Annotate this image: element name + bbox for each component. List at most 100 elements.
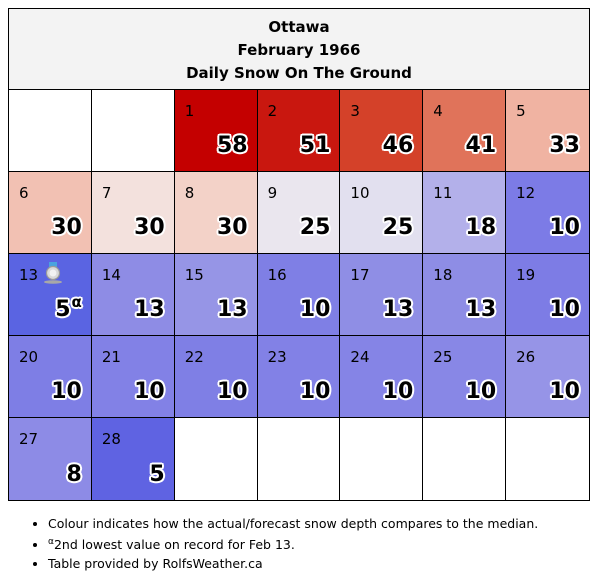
empty-cell <box>9 90 92 172</box>
city-title: Ottawa <box>268 18 330 36</box>
snow-depth-value: 8 <box>66 462 82 487</box>
empty-cell <box>174 418 258 500</box>
period-title: February 1966 <box>237 41 361 59</box>
snow-depth-value: 18 <box>465 215 497 240</box>
empty-cell <box>506 418 589 500</box>
day-number: 2 <box>267 102 278 120</box>
day-cell-2: 2 51 <box>257 90 341 172</box>
note-colour: Colour indicates how the actual/forecast… <box>48 514 538 533</box>
snow-depth-value: 10 <box>549 215 580 240</box>
day-cell-28: 28 5 <box>91 418 175 500</box>
day-number: 21 <box>101 348 121 366</box>
day-number: 24 <box>350 348 370 366</box>
snow-depth-value: 10 <box>465 379 497 404</box>
day-number: 7 <box>101 184 112 202</box>
day-number: 10 <box>350 184 370 202</box>
snow-depth-value: 13 <box>465 297 497 322</box>
day-cell-3: 3 46 <box>340 90 424 172</box>
snow-depth-value: 30 <box>216 215 248 240</box>
day-cell-11: 11 18 <box>423 172 507 254</box>
snow-depth-value: 58 <box>216 133 248 158</box>
snow-depth-value: 30 <box>51 215 82 240</box>
day-number: 12 <box>516 184 536 202</box>
snow-depth-value: 10 <box>549 297 580 322</box>
day-number: 8 <box>184 184 195 202</box>
snow-depth-value: 13 <box>382 297 414 322</box>
day-cell-17: 17 13 <box>340 254 424 336</box>
snow-depth-value: 41 <box>465 133 497 158</box>
day-number: 26 <box>516 348 536 366</box>
day-cell-6: 6 30 <box>9 172 92 254</box>
note-record: α2nd lowest value on record for Feb 13. <box>48 533 538 554</box>
day-number: 17 <box>350 266 370 284</box>
snow-depth-value: 25 <box>382 215 414 240</box>
day-cell-19: 19 10 <box>506 254 589 336</box>
day-number: 14 <box>101 266 121 284</box>
day-cell-4: 4 41 <box>423 90 507 172</box>
day-number: 27 <box>19 430 39 448</box>
day-cell-18: 18 13 <box>423 254 507 336</box>
day-cell-16: 16 10 <box>257 254 341 336</box>
day-number: 19 <box>516 266 536 284</box>
silver-medal-icon <box>43 262 63 288</box>
footnotes: Colour indicates how the actual/forecast… <box>28 514 538 573</box>
day-cell-26: 26 10 <box>506 336 589 418</box>
snow-depth-value: 10 <box>382 379 414 404</box>
snow-depth-value: 10 <box>299 297 331 322</box>
calendar-grid: 1 58 2 51 3 46 4 41 5 33 6 30 7 30 8 30 9 25 10 25 11 18 12 10 1… <box>8 89 590 501</box>
day-number: 11 <box>433 184 453 202</box>
day-number: 6 <box>19 184 29 202</box>
day-number: 25 <box>433 348 453 366</box>
day-cell-7: 7 30 <box>91 172 175 254</box>
day-number: 13 <box>19 266 39 284</box>
snow-depth-value: 25 <box>299 215 331 240</box>
day-cell-14: 14 13 <box>91 254 175 336</box>
empty-cell <box>91 90 175 172</box>
day-cell-25: 25 10 <box>423 336 507 418</box>
snow-depth-value: 46 <box>382 133 414 158</box>
record-marker: α <box>71 293 82 311</box>
day-cell-10: 10 25 <box>340 172 424 254</box>
day-cell-12: 12 10 <box>506 172 589 254</box>
day-cell-15: 15 13 <box>174 254 258 336</box>
day-cell-1: 1 58 <box>174 90 258 172</box>
day-cell-22: 22 10 <box>174 336 258 418</box>
snow-depth-value: 13 <box>216 297 248 322</box>
day-number: 3 <box>350 102 360 120</box>
snow-depth-value: 10 <box>216 379 248 404</box>
day-cell-27: 27 8 <box>9 418 92 500</box>
day-number: 18 <box>433 266 453 284</box>
day-number: 5 <box>516 102 526 120</box>
empty-cell <box>423 418 507 500</box>
day-number: 22 <box>184 348 204 366</box>
table-subtitle: Daily Snow On The Ground <box>186 64 412 82</box>
snow-depth-value: 10 <box>299 379 331 404</box>
day-number: 1 <box>184 102 195 120</box>
snow-depth-value: 30 <box>134 215 165 240</box>
snow-depth-value: 10 <box>51 379 82 404</box>
day-cell-13: 13 5α <box>9 254 92 336</box>
day-cell-21: 21 10 <box>91 336 175 418</box>
empty-cell <box>340 418 424 500</box>
snow-depth-value: 13 <box>134 297 165 322</box>
calendar-header: Ottawa February 1966 Daily Snow On The G… <box>8 8 590 90</box>
day-number: 16 <box>267 266 287 284</box>
day-cell-8: 8 30 <box>174 172 258 254</box>
snow-depth-value: 10 <box>134 379 165 404</box>
day-number: 28 <box>101 430 121 448</box>
snow-depth-value: 33 <box>549 133 580 158</box>
day-cell-24: 24 10 <box>340 336 424 418</box>
snow-depth-value: 51 <box>299 133 331 158</box>
snow-depth-value: 5 <box>149 462 165 487</box>
snow-depth-value: 5α <box>55 293 82 322</box>
day-number: 20 <box>19 348 39 366</box>
day-cell-5: 5 33 <box>506 90 589 172</box>
note-provider: Table provided by RolfsWeather.ca <box>48 554 538 573</box>
day-number: 15 <box>184 266 204 284</box>
day-cell-20: 20 10 <box>9 336 92 418</box>
day-cell-23: 23 10 <box>257 336 341 418</box>
day-cell-9: 9 25 <box>257 172 341 254</box>
empty-cell <box>257 418 341 500</box>
day-number: 4 <box>433 102 443 120</box>
snow-depth-value: 10 <box>549 379 580 404</box>
